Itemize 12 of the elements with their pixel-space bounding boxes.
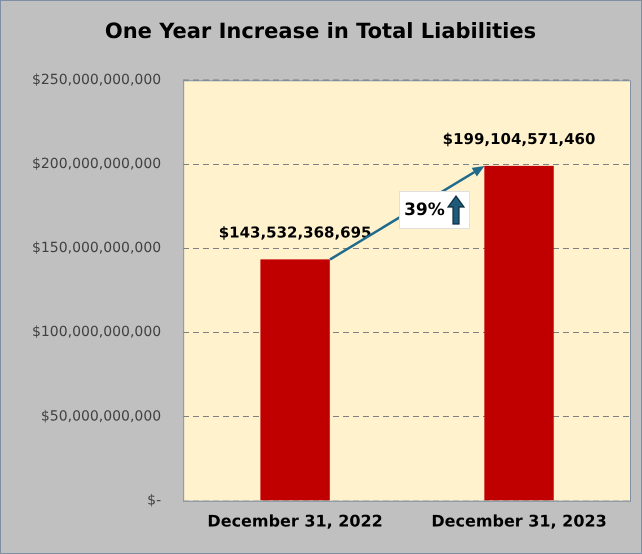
annotation: 39% bbox=[404, 200, 445, 220]
y-tick-label: $250,000,000,000 bbox=[32, 72, 162, 88]
data-label: $199,104,571,460 bbox=[442, 130, 596, 148]
y-tick-label: $150,000,000,000 bbox=[32, 240, 162, 256]
y-tick-label: $50,000,000,000 bbox=[40, 408, 162, 424]
chart-title: One Year Increase in Total Liabilities bbox=[104, 19, 536, 44]
data-label: $143,532,368,695 bbox=[218, 224, 372, 242]
x-tick-label: December 31, 2022 bbox=[207, 512, 383, 531]
y-tick-label: $100,000,000,000 bbox=[32, 324, 162, 340]
x-tick-label: December 31, 2023 bbox=[431, 512, 607, 531]
y-tick-label: $200,000,000,000 bbox=[32, 156, 162, 172]
y-tick-label: $- bbox=[147, 492, 162, 508]
